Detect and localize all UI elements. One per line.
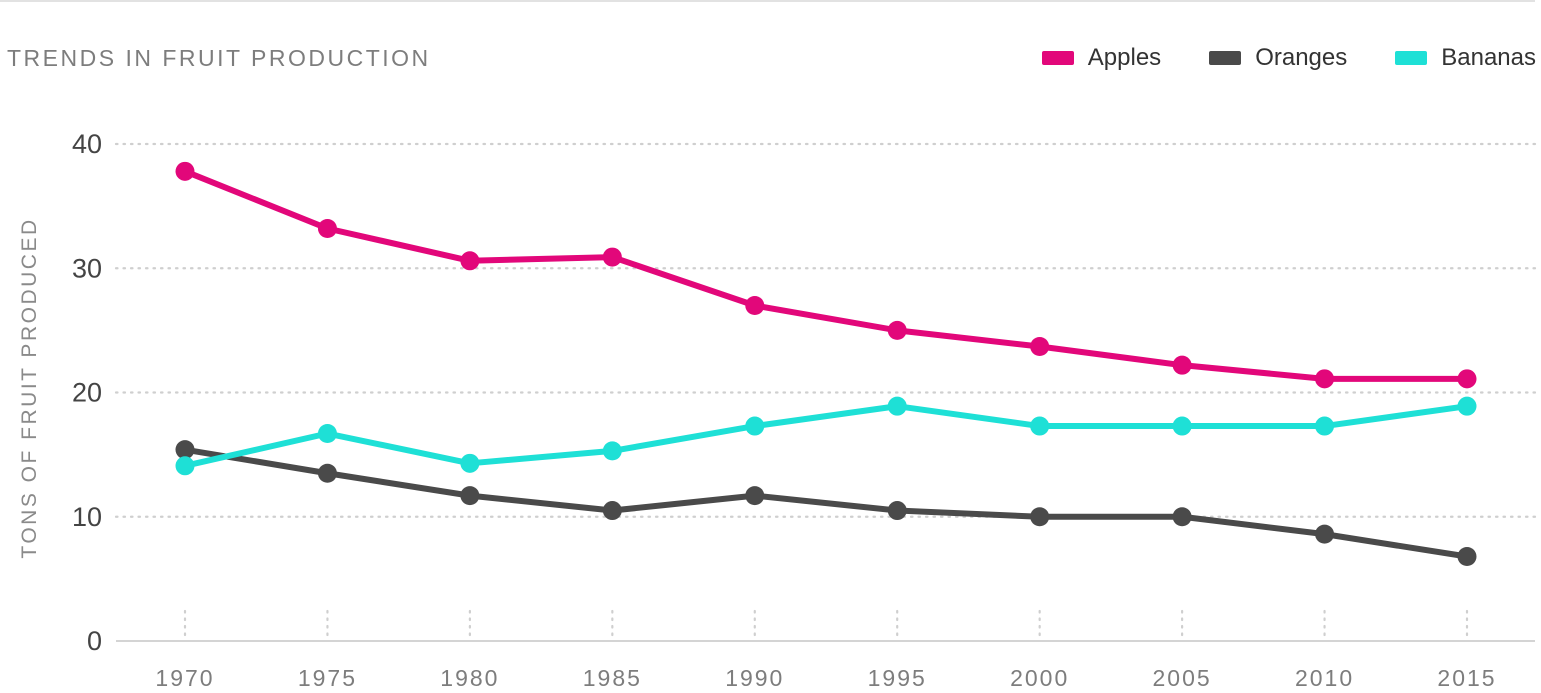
data-point-oranges [602,501,622,521]
legend-swatch-apples [1041,51,1074,65]
chart-title: TRENDS IN FRUIT PRODUCTION [7,45,431,71]
legend-item-apples: Apples [1041,44,1162,72]
y-tick-label: 0 [87,626,102,656]
data-point-apples [175,161,195,181]
data-point-oranges [887,501,907,521]
series-line-bananas [182,403,1470,469]
data-point-apples [745,296,765,316]
y-tick-label: 40 [72,129,102,159]
top-rule [0,0,1535,2]
data-point-bananas [317,424,337,444]
series-line-oranges [182,446,1470,560]
y-tick-label: 20 [72,378,102,408]
data-point-oranges [1030,507,1050,527]
data-point-oranges [1172,507,1192,527]
data-point-oranges [460,486,480,506]
data-point-apples [1172,355,1192,375]
x-tick-labels: 1970 1975 1980 1985 1990 1995 2000 2005 2010 2015 [155,665,1496,691]
legend-label-bananas: Bananas [1441,44,1536,71]
data-point-bananas [745,416,765,436]
data-point-bananas [887,396,907,416]
data-point-bananas [460,453,480,473]
y-tick-label: 30 [72,253,102,283]
x-tick-label: 1975 [298,665,357,691]
legend: Apples Oranges Bananas [1041,44,1536,72]
data-point-oranges [745,486,765,506]
data-point-apples [1030,337,1050,357]
data-point-oranges [175,440,195,460]
x-tick-label: 2015 [1437,665,1496,691]
x-tick-label: 1995 [868,665,927,691]
data-point-apples [1315,369,1335,389]
y-tick-label: 10 [72,502,102,532]
data-point-bananas [602,441,622,461]
data-point-oranges [1457,547,1477,567]
x-axis [116,609,1535,643]
series-apples [175,161,1477,389]
legend-item-bananas: Bananas [1395,44,1536,72]
legend-label-apples: Apples [1087,44,1162,71]
x-tick-label: 2010 [1295,665,1354,691]
legend-swatch-oranges [1209,51,1242,65]
x-tick-label: 2005 [1153,665,1212,691]
legend-item-oranges: Oranges [1209,44,1347,72]
data-point-bananas [175,456,195,476]
data-point-oranges [1315,524,1335,544]
data-point-apples [317,218,337,238]
data-point-oranges [317,463,337,483]
data-point-apples [460,251,480,271]
series-oranges [175,440,1477,567]
series-lines [175,161,1477,567]
data-point-bananas [1172,416,1192,436]
data-point-apples [1457,369,1477,389]
legend-label-oranges: Oranges [1255,44,1348,71]
data-point-apples [602,247,622,267]
x-tick-label: 1990 [725,665,784,691]
data-point-apples [887,320,907,340]
x-tick-label: 1985 [583,665,642,691]
data-point-bananas [1457,396,1477,416]
x-tick-label: 1980 [440,665,499,691]
series-bananas [175,396,1477,476]
grid-lines [114,142,1537,518]
y-tick-labels: 0 10 20 30 40 [72,129,102,656]
x-tick-label: 1970 [155,665,214,691]
data-point-bananas [1030,416,1050,436]
legend-swatch-bananas [1395,51,1428,65]
x-tick-label: 2000 [1010,665,1069,691]
data-point-bananas [1315,416,1335,436]
series-line-apples [182,168,1470,382]
